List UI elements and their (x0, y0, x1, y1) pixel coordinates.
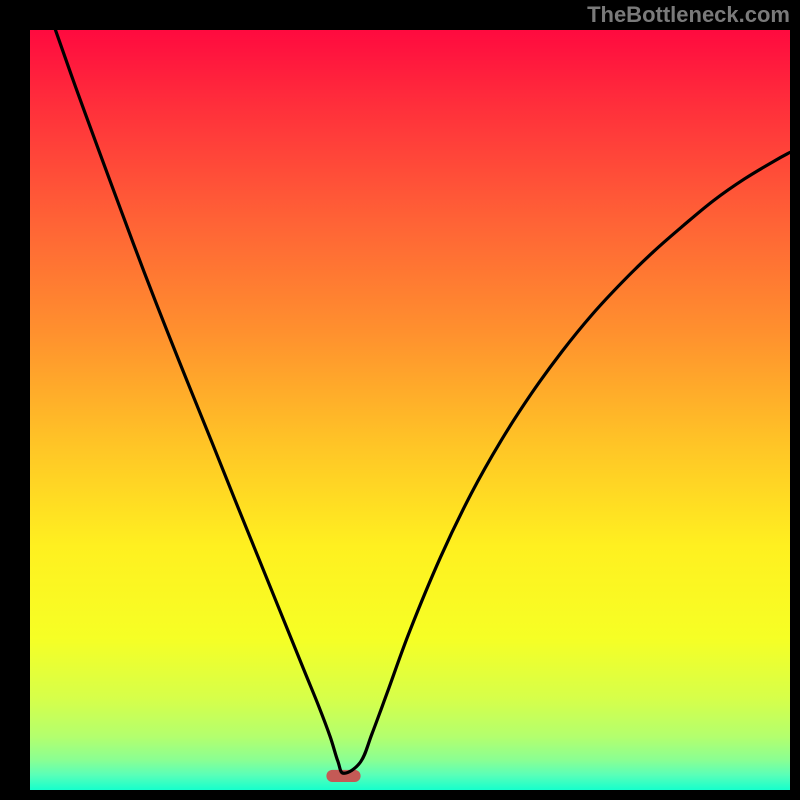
bottleneck-chart (30, 30, 790, 790)
gradient-background (30, 30, 790, 790)
watermark-text: TheBottleneck.com (587, 2, 790, 28)
